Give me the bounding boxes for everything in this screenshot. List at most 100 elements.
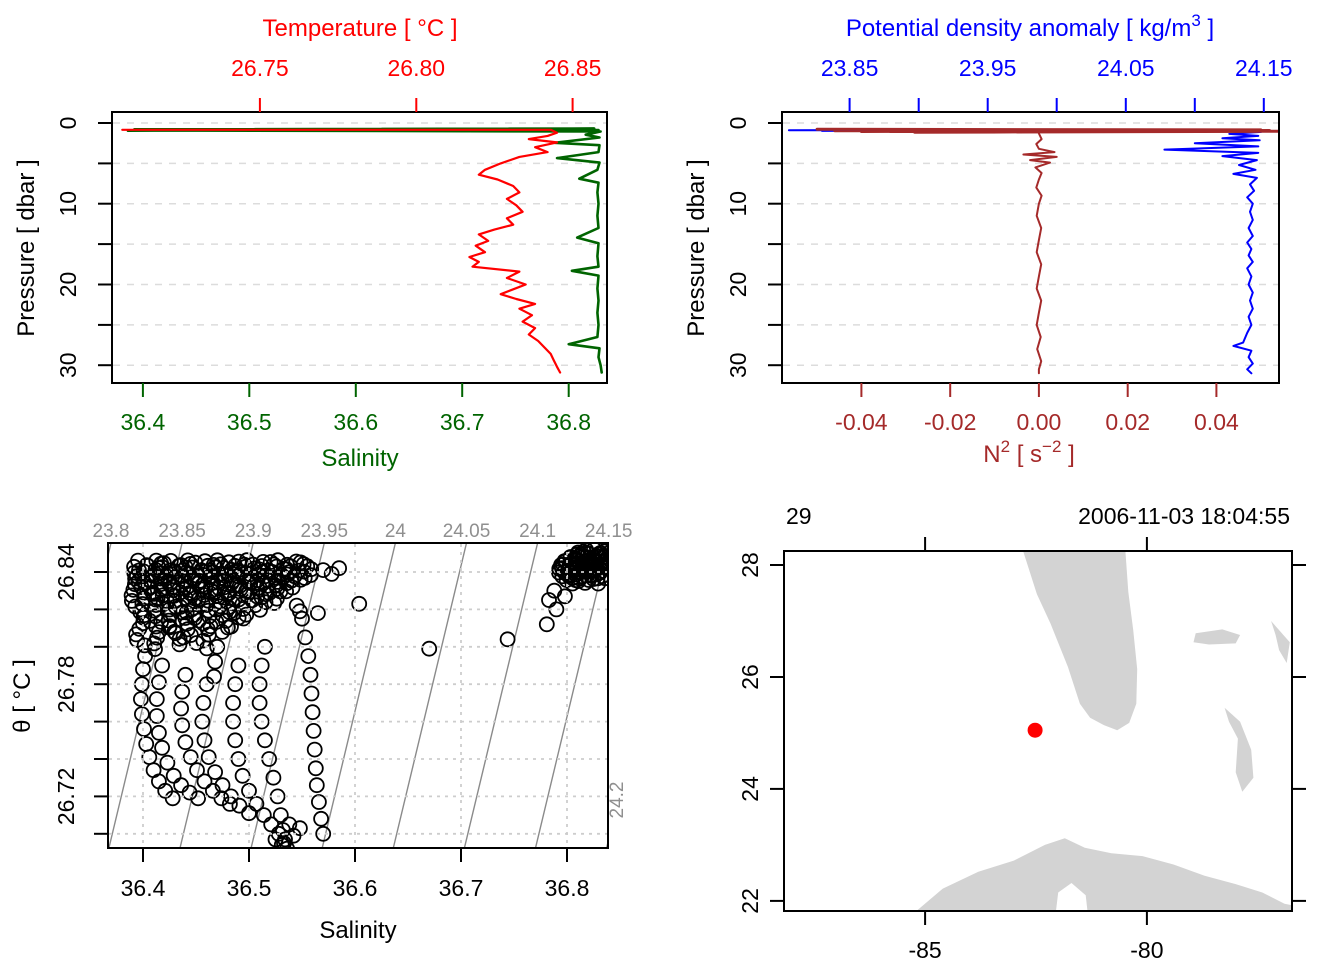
ts-axes: 23.8 23.85 23.9 23.95 24 24.05 24.1 24.15 36.4 36… [53, 521, 632, 901]
land-polygon-grand-bahama [1193, 629, 1241, 645]
ts-point [241, 782, 257, 799]
ts-point [150, 724, 167, 741]
ts-point [251, 695, 268, 711]
ts-point [146, 635, 163, 652]
theta-axis-title: θ [ °C ] [9, 659, 36, 733]
pressure-tick-label: 30 [725, 352, 751, 378]
ts-point [159, 754, 176, 771]
profile2-axes: 23.85 23.95 24.05 24.15 -0.04 -0.02 0.00 0.02 0.… [725, 55, 1293, 435]
ts-point [135, 661, 151, 678]
n2-axis-title: N2 [ s−2 ] [983, 437, 1075, 468]
latitude-tick-label: 22 [737, 888, 763, 914]
ts-point [182, 749, 199, 765]
ts-point [136, 637, 153, 654]
latitude-tick-label: 28 [737, 552, 763, 578]
salinity-axis-title: Salinity [321, 445, 398, 472]
n2-tick-label: 0.04 [1194, 409, 1239, 435]
profile2-frame [781, 111, 1280, 384]
ts-point [541, 592, 557, 608]
temperature-curve [121, 128, 562, 374]
density-curve [787, 128, 1263, 375]
salinity-tick-label: 36.6 [333, 409, 378, 435]
ts-point [538, 616, 555, 633]
ts-point [302, 666, 319, 683]
ts-point [307, 760, 324, 777]
pressure-tick-label: 0 [55, 117, 81, 130]
theta-tick-label: 26.84 [53, 543, 79, 601]
ts-point [234, 767, 251, 784]
n2-title-mid: [ s [1010, 441, 1042, 468]
ts-point [310, 794, 327, 810]
n2-tick-label: 0.02 [1105, 409, 1150, 435]
isopycnal-label: 23.8 [93, 521, 130, 542]
ts-point [313, 810, 330, 827]
density-axis-title: Potential density anomaly [ kg/m3 ] [846, 11, 1214, 42]
ts-point [247, 597, 264, 614]
ts-point [281, 816, 298, 833]
ts-point [196, 732, 213, 749]
ts-point [306, 741, 323, 758]
land-polygon-florida [1023, 551, 1138, 731]
ts-point [174, 717, 191, 734]
ts-point [227, 732, 244, 749]
map-frame-rect [783, 550, 1293, 912]
isopycnal-right-label: 24.2 [607, 782, 628, 819]
ts-point [198, 640, 215, 657]
ts-point [195, 695, 212, 711]
ts-point [181, 784, 198, 801]
pressure-tick-label: 20 [725, 272, 751, 298]
n2-title-base-sup: 2 [1001, 437, 1010, 456]
station-number-label: 29 [786, 503, 812, 529]
ts-point [171, 630, 188, 647]
ts-point [146, 602, 163, 619]
isopycnal-label: 23.9 [235, 521, 272, 542]
density-tick-label: 24.05 [1097, 55, 1155, 81]
profile2-frame-rect [781, 111, 1280, 384]
density-title-sup: 3 [1191, 11, 1200, 30]
ts-point [585, 571, 602, 587]
map-axes: -85 -80 22 24 26 28 [737, 537, 1306, 963]
ts-point [251, 676, 268, 693]
temperature-tick-label: 26.80 [388, 55, 446, 81]
ts-point [196, 773, 213, 790]
ts-point [272, 807, 289, 823]
isopycnal-label: 24.15 [585, 521, 633, 542]
ts-point [294, 610, 310, 627]
ts-point [209, 638, 226, 655]
ts-point [296, 570, 313, 586]
n2-title-post: ] [1061, 441, 1074, 468]
ts-point [190, 790, 207, 807]
temperature-tick-label: 26.85 [544, 55, 602, 81]
pressure-tick-label: 0 [725, 117, 751, 130]
map-land [916, 551, 1292, 911]
ts-point [590, 575, 607, 592]
ts-point [225, 713, 242, 730]
ts-point [154, 739, 171, 756]
salinity-tick-label: 36.5 [227, 409, 272, 435]
longitude-tick-label: -80 [1130, 937, 1163, 960]
ts-frame-rect [107, 542, 609, 849]
ts-point [198, 597, 215, 613]
ts-point [297, 629, 314, 646]
isopycnal-label: 23.95 [301, 521, 349, 542]
ts-salinity-tick-label: 36.4 [121, 875, 166, 901]
ts-point [148, 691, 165, 707]
land-polygon-abaco [1271, 621, 1290, 663]
ts-point [207, 653, 224, 670]
map-data [1027, 722, 1043, 738]
isopycnal-label: 24.1 [519, 521, 556, 542]
pressure-tick-label: 20 [55, 272, 81, 298]
temperature-axis-title: Temperature [ °C ] [263, 15, 458, 42]
salinity-tick-label: 36.7 [440, 409, 485, 435]
ts-point [148, 708, 165, 724]
n2-title-exp: −2 [1042, 437, 1061, 456]
ts-point [219, 619, 236, 636]
ts-point [214, 777, 231, 794]
profile2-data [787, 127, 1279, 375]
ts-point [291, 820, 308, 837]
pressure-axis-title-right-panel: Pressure [ dbar ] [683, 159, 710, 336]
ts-point [570, 573, 587, 589]
ts-point [171, 636, 188, 653]
